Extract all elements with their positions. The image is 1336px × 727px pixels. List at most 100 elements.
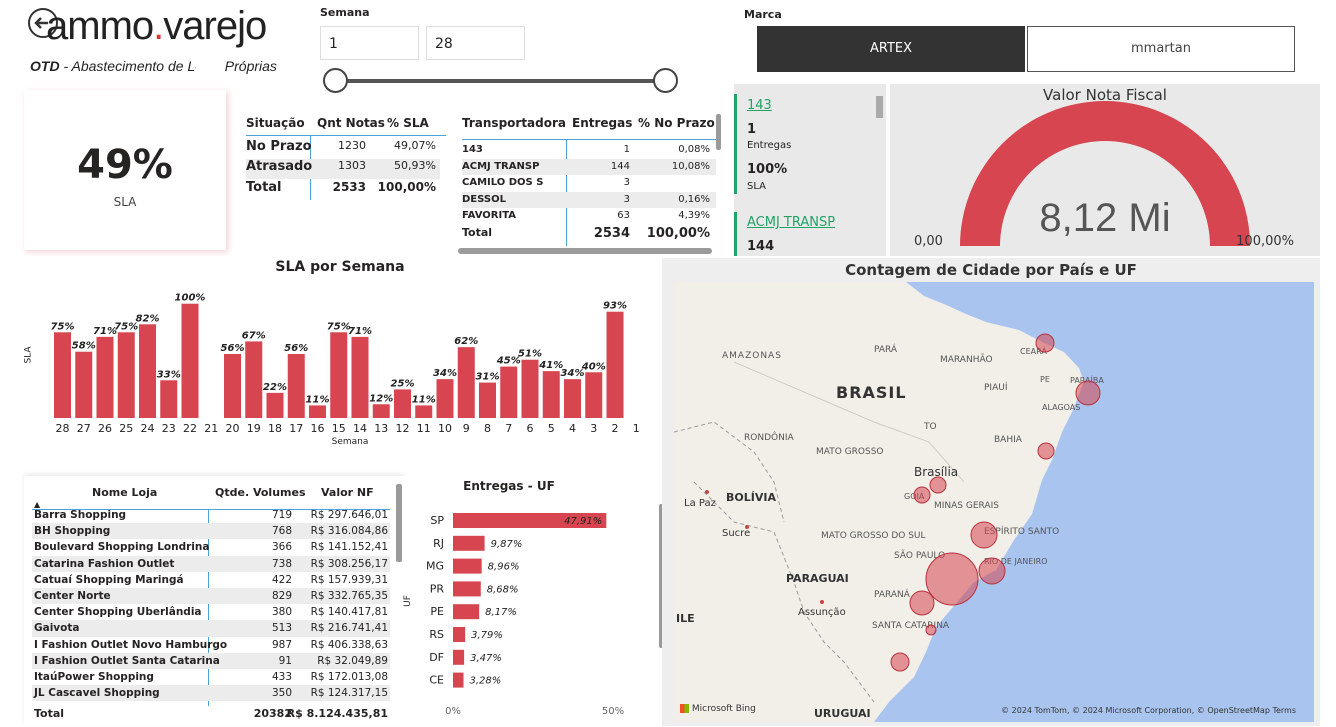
table-row[interactable]: FAVORITA 63 4,39% [462, 208, 716, 225]
bar[interactable] [394, 389, 411, 418]
map-bubble-ba[interactable] [1037, 442, 1055, 460]
back-arrow-icon[interactable] [28, 8, 58, 38]
transp-card-name[interactable]: 143 [747, 98, 772, 113]
map-bubble-rj[interactable] [978, 557, 1006, 585]
map-bubble-pe[interactable] [1075, 380, 1101, 406]
semana-from-input[interactable]: 1 [320, 26, 419, 60]
bar[interactable] [287, 354, 305, 418]
col-situacao[interactable]: Situação [246, 116, 305, 130]
transp-card-name-2[interactable]: ACMJ TRANSP [747, 215, 836, 230]
bar[interactable] [351, 336, 369, 418]
col-nome-loja[interactable]: Nome Loja [92, 486, 158, 499]
table-row[interactable]: Gaivota 513 R$ 216.741,41 [32, 620, 390, 637]
transp-card-value: 1 [747, 122, 757, 137]
table-row[interactable]: I Fashion Outlet Santa Catarina 91 R$ 32.0… [32, 652, 390, 669]
table-row[interactable]: ItaúPower Shopping 433 R$ 172.013,08 [32, 669, 390, 685]
bar[interactable] [309, 405, 326, 418]
semana-slider-track[interactable] [334, 79, 666, 83]
col-pct-sla[interactable]: % SLA [387, 116, 429, 130]
bar[interactable] [330, 332, 348, 418]
table-row[interactable]: 143 1 0,08% [462, 142, 716, 159]
bar[interactable] [436, 379, 454, 418]
lojas-scrollbar[interactable] [396, 484, 402, 562]
map-bubble-pr[interactable] [909, 590, 935, 616]
semana-to-input[interactable]: 28 [426, 26, 525, 60]
bar[interactable] [245, 341, 263, 418]
table-row[interactable]: DESSOL 3 0,16% [462, 191, 716, 208]
bar[interactable] [453, 627, 466, 642]
table-row[interactable]: BH Shopping 768 R$ 316.084,86 [32, 523, 390, 540]
map-bubble-sc[interactable] [925, 624, 937, 636]
bar[interactable] [54, 332, 71, 418]
col-qtde-volumes[interactable]: Qtde. Volumes [215, 486, 306, 499]
bar[interactable] [453, 604, 480, 620]
cell-volumes: 433 [271, 670, 292, 683]
map-copyright[interactable]: © 2024 TomTom, © 2024 Microsoft Corporat… [1001, 706, 1296, 715]
sort-asc-icon[interactable]: ▲ [34, 500, 41, 509]
bar[interactable] [415, 405, 433, 418]
bar[interactable] [479, 382, 496, 418]
table-row[interactable]: Boulevard Shopping Londrina 366 R$ 141.152… [32, 539, 390, 555]
bar[interactable] [181, 303, 199, 418]
table-row[interactable]: JL Cascavel Shopping 350 R$ 124.317,15 [32, 685, 390, 701]
map-label-amazonas: AMAZONAS [722, 351, 782, 361]
table-row[interactable]: Atrasado 1303 50,93% [246, 159, 440, 179]
cell-pct: 4,39% [678, 210, 710, 221]
map-bubble-go[interactable] [913, 486, 931, 504]
col-valor-nf[interactable]: Valor NF [321, 486, 374, 499]
bar[interactable] [453, 513, 607, 528]
table-row[interactable]: Center Norte 829 R$ 332.765,35 [32, 587, 390, 605]
bar[interactable] [224, 354, 241, 418]
semana-slider-handle-right[interactable] [653, 68, 678, 93]
bar[interactable] [139, 324, 156, 418]
bar[interactable] [500, 366, 518, 418]
table-row[interactable]: Barra Shopping 719 R$ 297.646,01 [32, 507, 390, 523]
table-row[interactable]: Catuaí Shopping Maringá 422 R$ 157.939,31 [32, 572, 390, 588]
table-row[interactable]: Catarina Fashion Outlet 738 R$ 308.256,17 [32, 555, 390, 572]
bar[interactable] [75, 351, 93, 418]
bar[interactable] [96, 336, 114, 418]
col-transportadora[interactable]: Transportadora [462, 116, 567, 130]
data-label: 75% [51, 321, 75, 332]
table-row[interactable]: Center Shopping Uberlândia 380 R$ 140.417,… [32, 604, 390, 620]
marca-option-artex[interactable]: ARTEX [757, 26, 1025, 72]
bar[interactable] [266, 392, 284, 418]
x-tick-label: 11 [417, 422, 431, 435]
col-entregas[interactable]: Entregas [572, 116, 633, 130]
bar[interactable] [453, 581, 481, 597]
bar[interactable] [160, 380, 178, 418]
bar[interactable] [453, 672, 464, 688]
table-row[interactable]: No Prazo 1230 49,07% [246, 139, 440, 159]
bar[interactable] [585, 372, 603, 418]
bar[interactable] [457, 347, 475, 418]
transp-scrollbar[interactable] [716, 114, 721, 150]
data-label: 34% [433, 368, 457, 379]
transp-hscrollbar[interactable] [458, 248, 712, 254]
map-card: Contagem de Cidade por País e UF AMAZONA… [662, 258, 1320, 726]
table-row[interactable]: ACMJ TRANSP 144 10,08% [462, 158, 716, 175]
map-bubble-ce[interactable] [1035, 333, 1055, 353]
cell-nome-loja: Center Norte [34, 589, 111, 602]
col-pct-no-prazo[interactable]: % No Prazo [638, 116, 715, 130]
bar[interactable] [453, 535, 485, 551]
map-bubble-rs[interactable] [890, 652, 910, 672]
table-row[interactable]: CAMILO DOS S 3 [462, 175, 716, 192]
marca-option-mmartan[interactable]: mmartan [1027, 26, 1295, 72]
map-bubble-es[interactable] [970, 521, 998, 549]
bar[interactable] [117, 332, 135, 418]
transp-card-scrollbar[interactable] [876, 96, 883, 118]
bar[interactable] [453, 649, 465, 665]
bar[interactable] [606, 311, 624, 418]
bar[interactable] [372, 404, 390, 418]
bar[interactable] [542, 371, 560, 418]
table-row[interactable]: I Fashion Outlet Novo Hamburgo 987 R$ 406.… [32, 637, 390, 653]
bar[interactable] [521, 359, 539, 418]
map-canvas[interactable]: AMAZONAS PARÁ MARANHÃO CEARÁ PIAUÍ PE PA… [674, 282, 1314, 722]
map-bubble-df[interactable] [929, 476, 947, 494]
map-bubble-sp[interactable] [925, 552, 979, 606]
col-qnt-notas[interactable]: Qnt Notas [317, 116, 385, 130]
bar[interactable] [453, 558, 482, 574]
bar[interactable] [564, 379, 581, 418]
x-tick-label: 18 [268, 422, 282, 435]
semana-slider-handle-left[interactable] [323, 68, 348, 93]
